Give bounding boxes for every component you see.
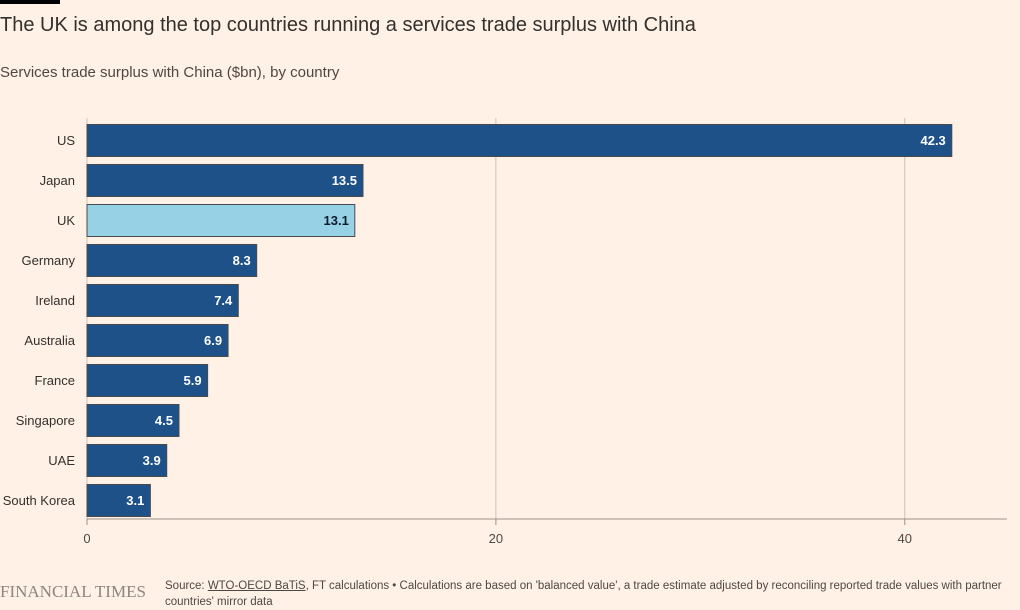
value-label: 4.5 — [155, 413, 173, 428]
bars: 42.3 13.5 13.1 8.3 7.4 6.9 5.9 4.5 3.9 3.1 — [86, 124, 953, 517]
value-label: 8.3 — [233, 253, 251, 268]
value-label: 6.9 — [204, 333, 222, 348]
value-label: 7.4 — [214, 293, 233, 308]
category-label: Ireland — [35, 293, 75, 308]
chart-title: The UK is among the top countries runnin… — [0, 14, 696, 36]
value-label: 3.9 — [143, 453, 161, 468]
brand-bar — [0, 0, 60, 4]
x-tick-label: 0 — [83, 531, 90, 546]
source-rest: , FT calculations • Calculations are bas… — [165, 580, 1002, 608]
bar-uk — [86, 204, 356, 237]
category-label: Singapore — [16, 413, 75, 428]
source-prefix: Source: — [165, 580, 208, 592]
category-label: UK — [57, 213, 75, 228]
category-label: US — [57, 133, 75, 148]
value-label: 42.3 — [920, 133, 945, 148]
bar-japan — [86, 164, 364, 197]
bar-south-korea — [86, 484, 151, 517]
bar-uae — [86, 444, 168, 477]
x-axis: 0 20 40 — [83, 518, 1007, 546]
category-label: South Korea — [3, 493, 76, 508]
ft-logo: FINANCIAL TIMES — [0, 582, 146, 601]
category-label: UAE — [48, 453, 75, 468]
bar-singapore — [86, 404, 180, 437]
category-label: Germany — [22, 253, 76, 268]
chart-subtitle: Services trade surplus with China ($bn),… — [0, 64, 340, 81]
x-tick-label: 40 — [898, 531, 912, 546]
bar-australia — [86, 324, 229, 357]
source-note: Source: WTO-OECD BaTiS, FT calculations … — [165, 578, 1005, 610]
value-label: 13.5 — [332, 173, 357, 188]
bar-ireland — [86, 284, 239, 317]
category-labels: US Japan UK Germany Ireland Australia France Si… — [3, 133, 76, 508]
value-label: 13.1 — [324, 213, 349, 228]
value-label: 5.9 — [184, 373, 202, 388]
category-label: France — [35, 373, 75, 388]
value-label: 3.1 — [126, 493, 144, 508]
bar-chart: 42.3 13.5 13.1 8.3 7.4 6.9 5.9 4.5 3.9 3.1 US Japa… — [3, 118, 1007, 546]
category-label: Japan — [40, 173, 75, 188]
bar-us — [86, 124, 953, 157]
x-tick-label: 20 — [489, 531, 503, 546]
bar-germany — [86, 244, 258, 277]
category-label: Australia — [24, 333, 75, 348]
bar-france — [86, 364, 209, 397]
source-link[interactable]: WTO-OECD BaTiS — [207, 580, 306, 592]
